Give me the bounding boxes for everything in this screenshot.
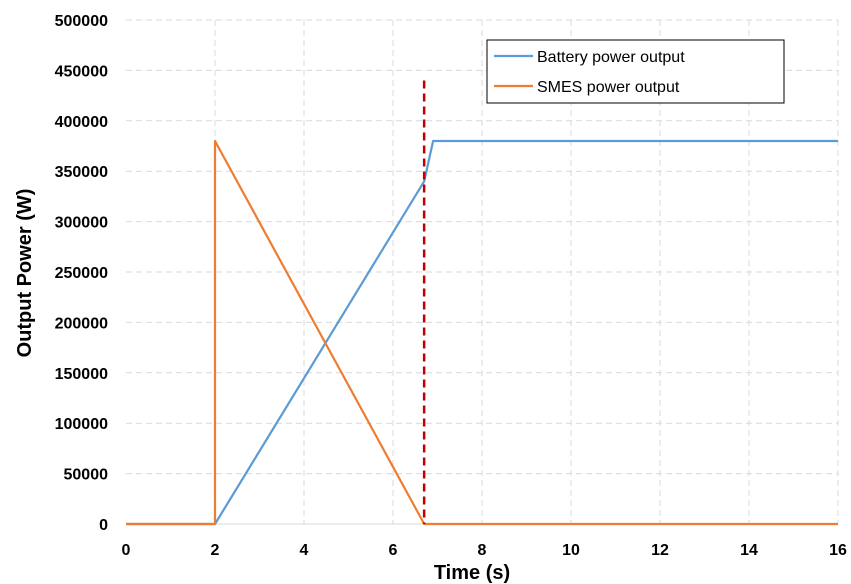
x-axis-title: Time (s) (434, 562, 510, 584)
legend-label-smes: SMES power output (537, 79, 680, 96)
x-tick-label: 0 (122, 542, 131, 559)
series-layer (126, 139, 838, 526)
tick-labels: 0 50000 100000 150000 200000 250000 300000 3500… (55, 13, 847, 559)
legend-box (486, 39, 785, 104)
y-tick-label: 100000 (55, 416, 108, 433)
legend: Battery power output SMES power output (486, 39, 785, 104)
x-tick-label: 8 (478, 542, 487, 559)
y-tick-label: 450000 (55, 63, 108, 80)
x-tick-label: 10 (562, 542, 580, 559)
y-tick-label: 200000 (55, 315, 108, 332)
y-tick-label: 300000 (55, 215, 108, 232)
y-tick-label: 500000 (55, 13, 108, 30)
y-tick-label: 0 (99, 517, 108, 534)
x-tick-label: 6 (389, 542, 398, 559)
y-axis-title: Output Power (W) (14, 189, 36, 358)
series-line-smes (126, 139, 838, 526)
y-tick-label: 150000 (55, 366, 108, 383)
x-tick-label: 4 (300, 542, 309, 559)
x-tick-label: 2 (211, 542, 220, 559)
y-tick-label: 50000 (64, 467, 109, 484)
y-tick-label: 400000 (55, 114, 108, 131)
x-tick-label: 12 (651, 542, 669, 559)
legend-label-battery: Battery power output (537, 49, 685, 66)
x-tick-label: 16 (829, 542, 847, 559)
y-tick-label: 250000 (55, 265, 108, 282)
y-tick-label: 350000 (55, 164, 108, 181)
grid (126, 19, 839, 524)
x-tick-label: 14 (740, 542, 758, 559)
